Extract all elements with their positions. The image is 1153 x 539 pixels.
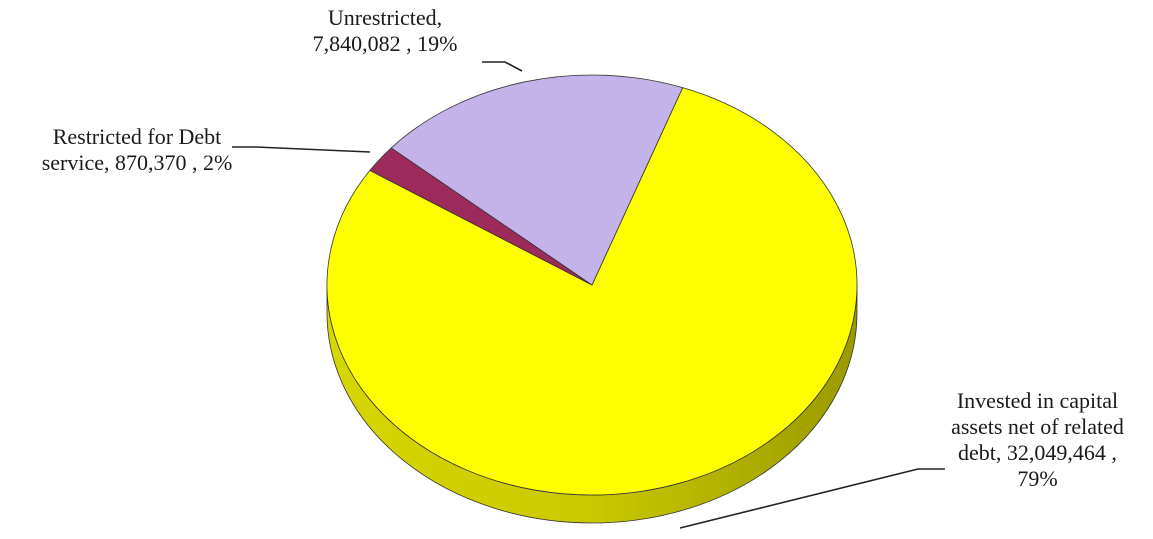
leader-line-restricted bbox=[232, 146, 371, 153]
data-label-line: 79% bbox=[1017, 466, 1058, 491]
data-label-line: Invested in capital bbox=[956, 388, 1119, 413]
data-label-line: Restricted for Debt bbox=[52, 124, 222, 149]
data-label-line: debt, 32,049,464 , bbox=[958, 440, 1117, 465]
data-label-line: 7,840,082 , 19% bbox=[312, 31, 458, 56]
pie-slice-unrestricted bbox=[390, 74, 684, 286]
pie-top-face bbox=[326, 74, 858, 496]
pie-slice-invested bbox=[326, 87, 858, 496]
data-label-line: service, 870,370 , 2% bbox=[41, 150, 233, 175]
leader-lines bbox=[232, 61, 945, 529]
data-label-unrestricted: Unrestricted, 7,840,082 , 19% bbox=[270, 5, 500, 57]
leader-line-invested bbox=[679, 468, 945, 529]
leader-line-unrestricted bbox=[482, 61, 523, 72]
data-label-invested: Invested in capital assets net of relate… bbox=[925, 388, 1150, 492]
data-label-restricted: Restricted for Debt service, 870,370 , 2… bbox=[12, 124, 262, 176]
data-label-line: assets net of related bbox=[951, 414, 1124, 439]
data-label-line: Unrestricted, bbox=[327, 5, 443, 30]
